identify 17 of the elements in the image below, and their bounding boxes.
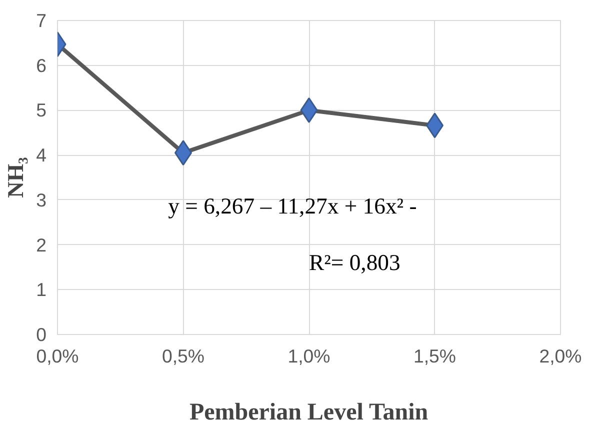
x-tick-label: 0,0% (36, 346, 79, 366)
x-tick-label: 1,0% (288, 346, 330, 366)
x-axis-title: Pemberian Level Tanin (189, 400, 428, 426)
x-tick-label: 0,5% (162, 346, 205, 366)
y-tick-label: 1 (36, 279, 47, 300)
x-tick-label: 1,5% (413, 346, 456, 366)
y-tick-label: 5 (36, 100, 47, 121)
y-tick-label: 0 (36, 324, 47, 345)
x-tick-label: 2,0% (539, 346, 582, 366)
y-tick-label: 6 (36, 54, 47, 76)
y-tick-label: 3 (36, 189, 47, 210)
y-tick-label: 2 (36, 234, 47, 256)
y-tick-label: 4 (36, 144, 47, 166)
annotation: y = 6,267 – 11,27x + 16x² - (168, 193, 417, 218)
y-axis-title: NH₃ (3, 156, 28, 198)
y-tick-label: 7 (36, 10, 47, 31)
annotation: R²= 0,803 (309, 250, 400, 275)
